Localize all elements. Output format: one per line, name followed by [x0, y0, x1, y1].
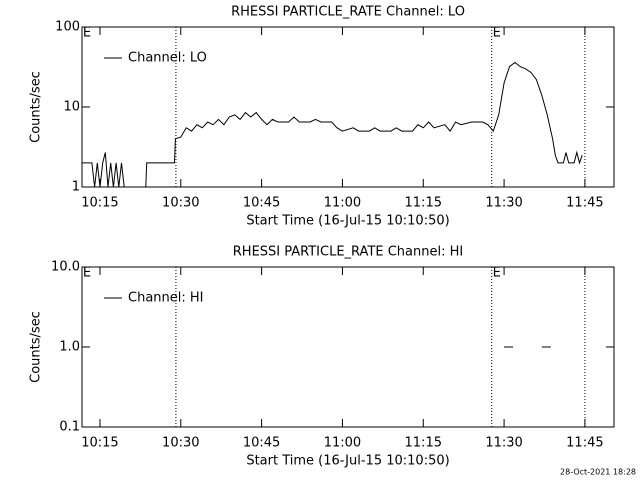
x-tick-label: 11:00 [324, 196, 361, 211]
x-tick-label: 10:45 [243, 436, 280, 451]
x-tick-label: 10:15 [81, 436, 118, 451]
x-tick-label: 11:45 [566, 436, 603, 451]
x-tick-label: 11:15 [405, 436, 442, 451]
x-tick-label: 11:45 [566, 196, 603, 211]
x-tick-label: 10:30 [162, 436, 199, 451]
x-axis-label: Start Time (16-Jul-15 10:10:50) [246, 214, 449, 229]
data-line [82, 61, 583, 187]
y-tick-label: 100 [55, 20, 80, 35]
footer: 28-Oct-2021 18:28 [560, 468, 636, 477]
x-tick-label: 11:15 [405, 196, 442, 211]
y-axis-label: Counts/sec [29, 71, 44, 143]
chart: RHESSI PARTICLE_RATE Channel: LO Start Ti… [29, 5, 615, 229]
y-tick-label: 10 [63, 100, 80, 115]
legend-label: Channel: LO [128, 51, 207, 66]
x-tick-label: 10:30 [162, 196, 199, 211]
x-axis-label: Start Time (16-Jul-15 10:10:50) [246, 454, 449, 469]
y-axis-label: Counts/sec [29, 311, 44, 383]
x-tick-label: 11:30 [485, 196, 522, 211]
chart: RHESSI PARTICLE_RATE Channel: HI Start Ti… [29, 245, 615, 469]
annotation: E [493, 26, 501, 41]
chart-title: RHESSI PARTICLE_RATE Channel: LO [231, 5, 465, 20]
x-tick-label: 11:00 [324, 436, 361, 451]
legend-label: Channel: HI [128, 291, 204, 306]
y-tick-label: 1 [72, 180, 80, 195]
x-tick-label: 11:30 [485, 436, 522, 451]
y-tick-label: 1.0 [59, 340, 80, 355]
y-tick-label: 0.1 [59, 420, 80, 435]
x-tick-label: 10:15 [81, 196, 118, 211]
y-tick-label: 10.0 [51, 260, 80, 275]
annotation: E [493, 266, 501, 281]
x-tick-label: 10:45 [243, 196, 280, 211]
annotation: E [83, 26, 91, 41]
annotation: E [83, 266, 91, 281]
chart-title: RHESSI PARTICLE_RATE Channel: HI [233, 245, 463, 260]
